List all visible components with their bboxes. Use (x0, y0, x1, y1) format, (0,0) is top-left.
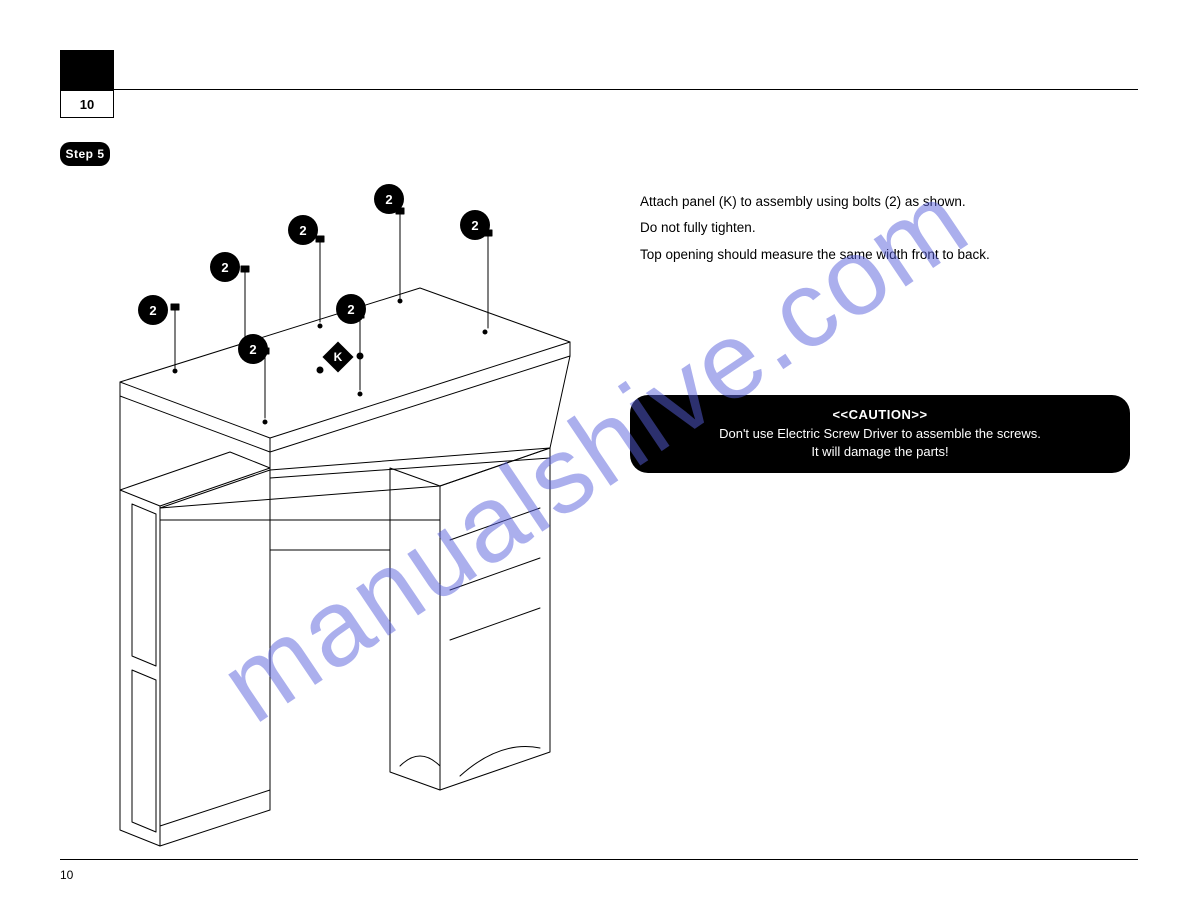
caution-line-2: It will damage the parts! (811, 443, 948, 462)
step-pill: Step 5 (60, 142, 110, 166)
callout-2: 2 (210, 252, 240, 282)
caution-line-1: Don't use Electric Screw Driver to assem… (719, 425, 1041, 444)
header-rule (114, 89, 1138, 90)
instruction-line-1: Attach panel (K) to assembly using bolts… (640, 192, 1128, 212)
instruction-text: Attach panel (K) to assembly using bolts… (640, 192, 1128, 271)
footer-rule (60, 859, 1138, 860)
assembly-diagram: 2 2 2 2 2 2 2 K (60, 170, 600, 860)
callout-2: 2 (460, 210, 490, 240)
header-page-box: 10 (60, 90, 114, 118)
callout-2: 2 (138, 295, 168, 325)
caution-title: <<CAUTION>> (832, 406, 927, 425)
header-page-number: 10 (80, 97, 94, 112)
callout-2: 2 (288, 215, 318, 245)
callout-2: 2 (238, 334, 268, 364)
caution-box: <<CAUTION>> Don't use Electric Screw Dri… (630, 395, 1130, 473)
instruction-line-3: Top opening should measure the same widt… (640, 245, 1128, 265)
callout-diamond-k: K (322, 341, 353, 372)
footer-page-number: 10 (60, 868, 73, 882)
step-label: Step 5 (65, 147, 104, 161)
header-black-box (60, 50, 114, 90)
instruction-line-2: Do not fully tighten. (640, 218, 1128, 238)
callout-2: 2 (336, 294, 366, 324)
diagram-svg (60, 170, 600, 860)
callout-2: 2 (374, 184, 404, 214)
